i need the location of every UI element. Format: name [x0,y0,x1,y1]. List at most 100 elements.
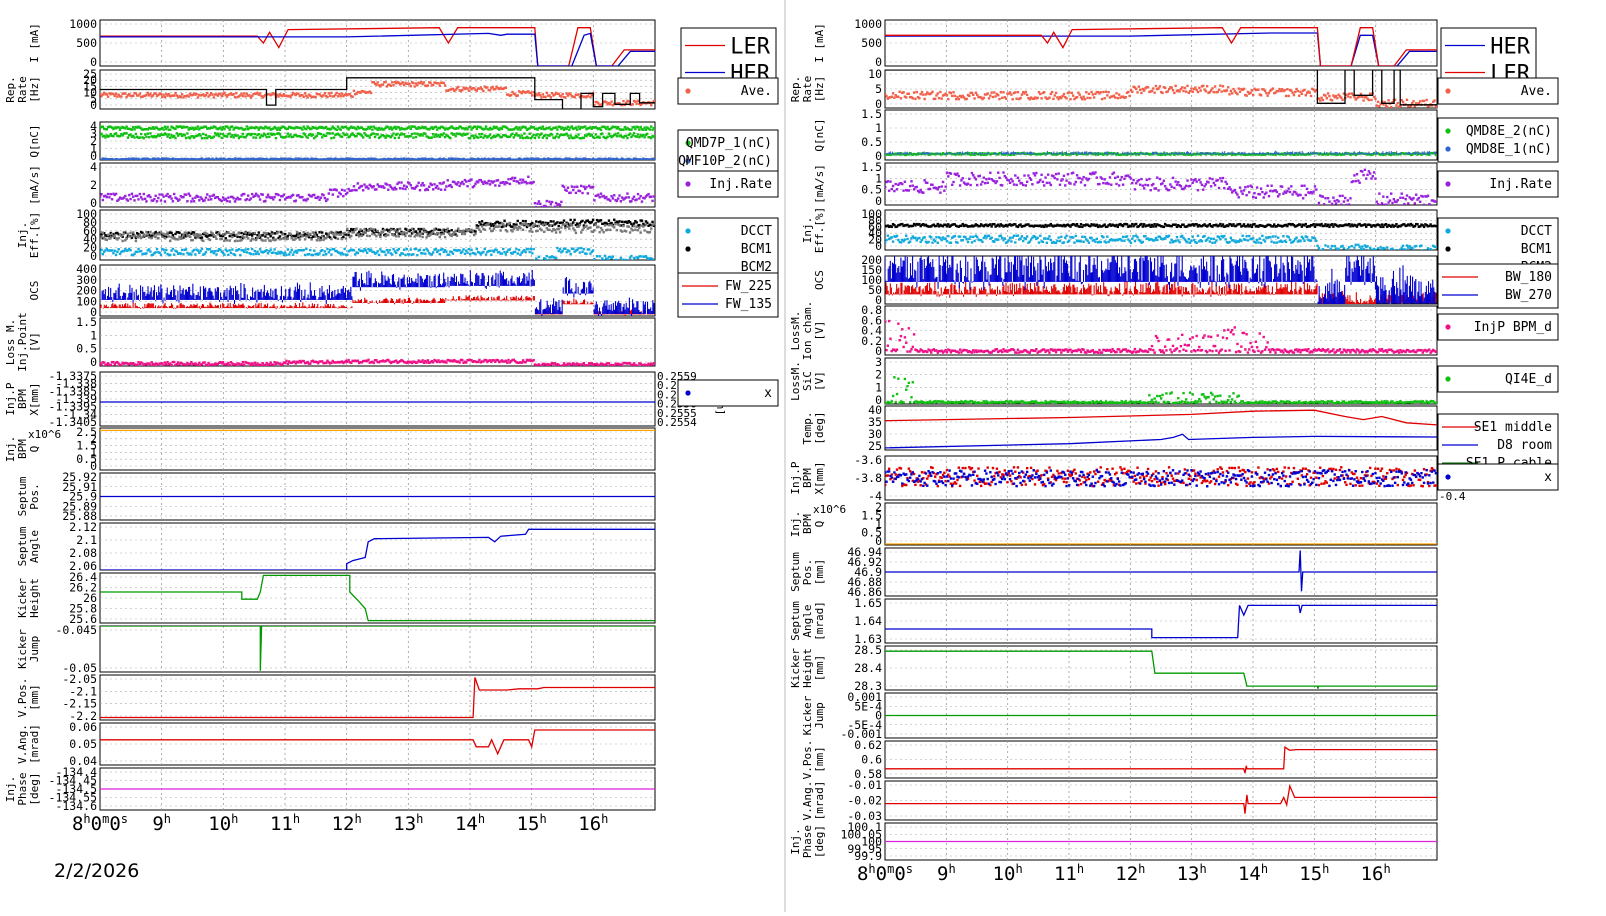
data-point [337,195,339,197]
data-point [406,248,408,250]
data-point [576,128,578,130]
data-point [392,234,394,236]
data-point [531,231,533,233]
data-point [461,181,463,183]
data-point [382,84,384,86]
data-point [525,126,527,128]
series-ler [100,28,655,66]
data-point [365,231,367,233]
data-point [519,254,521,256]
data-point [341,189,343,191]
data-point [556,128,558,130]
data-point [160,231,162,233]
data-point [511,133,513,135]
data-point [470,178,472,180]
data-point [306,96,308,98]
data-point [351,189,353,191]
data-point [548,201,550,203]
data-point [503,251,505,253]
data-point [377,230,379,232]
data-point [320,239,322,241]
data-point [273,248,275,250]
data-point [180,252,182,254]
data-point [433,183,435,185]
data-point [569,219,571,221]
data-point [576,186,578,188]
data-point [637,229,639,231]
data-point [572,221,574,223]
data-point [616,200,618,202]
data-point [333,234,335,236]
data-point [632,103,634,105]
data-point [579,190,581,192]
data-point [99,231,101,233]
data-point [242,133,244,135]
data-point [223,253,225,255]
data-point [284,252,286,254]
data-point [421,252,423,254]
data-point [565,223,567,225]
data-point [538,92,540,94]
data-point [546,137,548,139]
data-point [256,251,258,253]
data-point [525,220,527,222]
data-point [642,129,644,131]
data-point [386,183,388,185]
data-point [198,199,200,201]
data-point [125,132,127,134]
data-point [484,248,486,250]
data-point [112,135,114,137]
data-point [166,126,168,128]
data-point [284,233,286,235]
data-point [408,125,410,127]
data-point [379,248,381,250]
data-point [269,248,271,250]
data-point [466,128,468,130]
data-point [412,136,414,138]
data-point [246,251,248,253]
data-point [148,136,150,138]
data-point [247,237,249,239]
data-point [532,134,534,136]
data-point [262,239,264,241]
data-point [181,237,183,239]
data-point [604,255,606,257]
data-point [309,362,311,364]
data-point [439,236,441,238]
y-tick-label: 0 [90,98,97,112]
data-point [546,92,548,94]
data-point [362,189,364,191]
data-point [209,248,211,250]
data-point [396,133,398,135]
data-point [301,128,303,130]
data-point [427,359,429,361]
data-point [226,250,228,252]
data-point [156,200,158,202]
data-point [465,180,467,182]
data-point [410,184,412,186]
data-point [185,194,187,196]
data-point [488,180,490,182]
data-point [404,254,406,256]
data-point [325,135,327,137]
data-point [213,194,215,196]
data-point [240,93,242,95]
data-point [223,92,225,94]
data-point [474,230,476,232]
data-point [316,239,318,241]
data-point [532,359,534,361]
data-point [532,248,534,250]
data-point [544,96,546,98]
data-point [613,194,615,196]
data-point [178,232,180,234]
data-point [330,253,332,255]
data-point [633,257,635,259]
data-point [129,249,131,251]
data-point [165,133,167,135]
data-point [240,135,242,137]
data-point [147,92,149,94]
data-point [203,199,205,201]
data-point [433,136,435,138]
data-point [427,84,429,86]
data-point [568,129,570,131]
